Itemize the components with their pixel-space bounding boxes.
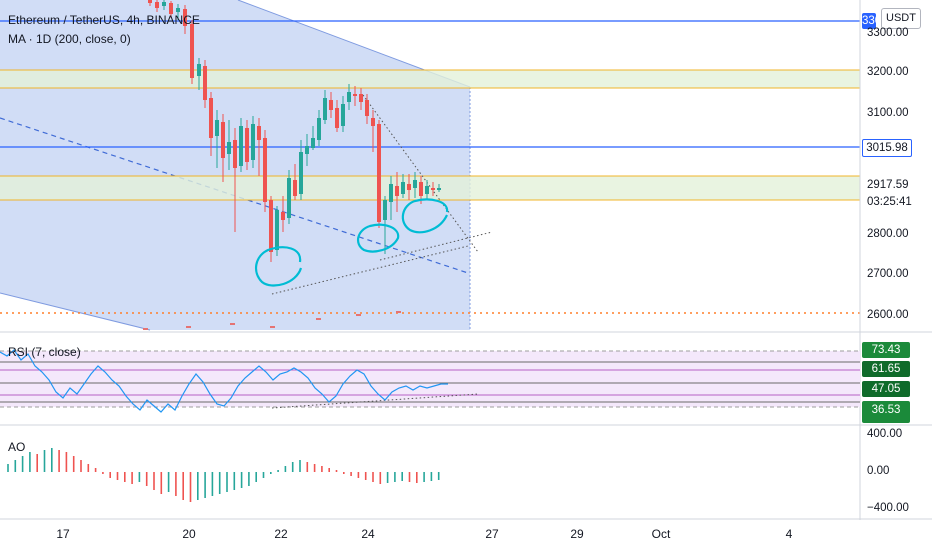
resistance-zone-lower xyxy=(0,176,860,200)
ao-tick-0: 0.00 xyxy=(867,465,890,477)
triangle-upper xyxy=(362,94,479,253)
date-oct: Oct xyxy=(651,527,671,541)
rsi-label[interactable]: RSI (7, close) xyxy=(8,345,81,359)
date-29: 29 xyxy=(570,527,584,541)
rsi-tag-47: 47.05 xyxy=(862,381,910,397)
date-27: 27 xyxy=(485,527,499,541)
price-tick-2800: 2800.00 xyxy=(867,228,909,240)
rsi-tag-61: 61.65 xyxy=(862,361,910,377)
date-22: 22 xyxy=(274,527,288,541)
rsi-tag-73: 73.43 xyxy=(862,342,910,358)
line-tag-3015: 3015.98 xyxy=(862,139,912,157)
ao-tick-400: 400.00 xyxy=(867,428,903,440)
channel-lower-line xyxy=(0,292,151,331)
rsi-pane[interactable] xyxy=(0,349,860,413)
annotation-circle-1 xyxy=(254,246,303,287)
line-tag-top: 3300.00 xyxy=(862,13,876,29)
triangle-lower xyxy=(379,231,493,261)
candlesticks xyxy=(148,0,441,262)
trade-markers xyxy=(143,311,401,330)
annotation-circle-3 xyxy=(401,198,449,234)
rsi-line xyxy=(0,349,448,413)
rsi-trendline xyxy=(271,393,479,409)
price-tick-3200: 3200.00 xyxy=(867,66,909,78)
resistance-zone-upper xyxy=(0,70,860,88)
bar-countdown: 03:25:41 xyxy=(867,196,912,208)
annotation-circle-2 xyxy=(356,223,400,253)
rsi-tag-36: 36.53 xyxy=(862,401,910,423)
support-trendline xyxy=(271,245,469,295)
date-4: 4 xyxy=(785,527,793,541)
ao-label[interactable]: AO xyxy=(8,440,26,454)
price-tick-3100: 3100.00 xyxy=(867,107,909,119)
price-pane[interactable] xyxy=(0,0,860,331)
price-tick-2600: 2600.00 xyxy=(867,309,909,321)
current-price: 2917.59 xyxy=(867,179,909,191)
rsi-band xyxy=(0,351,860,407)
currency-button[interactable]: USDT xyxy=(881,8,921,29)
price-tick-2700: 2700.00 xyxy=(867,268,909,280)
ma-indicator-label[interactable]: MA · 1D (200, close, 0) xyxy=(8,32,131,46)
date-20: 20 xyxy=(182,527,196,541)
ao-pane[interactable] xyxy=(7,448,440,502)
ao-tick-neg400: −400.00 xyxy=(867,502,909,514)
symbol-title[interactable]: Ethereum / TetherUS, 4h, BINANCE xyxy=(8,13,200,27)
price-tick-3300: 3300.00 xyxy=(867,27,909,39)
date-17: 17 xyxy=(56,527,70,541)
date-24: 24 xyxy=(361,527,375,541)
